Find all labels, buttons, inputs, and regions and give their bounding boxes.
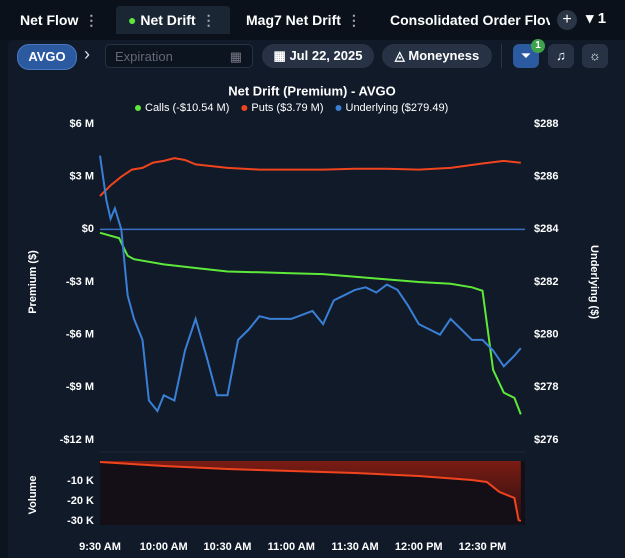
symbol-pill[interactable]: AVGO [17, 44, 77, 70]
placeholder: Expiration [115, 49, 173, 64]
volume-tick-label: -20 K [67, 495, 94, 507]
tab-count[interactable]: ▾ 1 [586, 10, 607, 27]
y-tick-label: -$12 M [60, 434, 94, 446]
moneyness: Moneyness [408, 48, 480, 63]
x-tick-label: 12:00 PM [395, 541, 443, 553]
x-tick-label: 11:00 AM [268, 541, 315, 553]
y-tick-label: -$6 M [66, 329, 94, 341]
y-tick-label: -$3 M [66, 276, 94, 288]
y2-tick-label: $276 [534, 434, 558, 446]
tab[interactable]: Net Flow ⋮ [20, 12, 99, 28]
divider [501, 44, 502, 68]
tab[interactable]: Consolidated Order Flov [390, 6, 550, 34]
line [99, 157, 521, 197]
y-axis-label: Premium ($) [27, 250, 39, 314]
add-tab[interactable]: + [557, 10, 577, 30]
volume-line [99, 461, 522, 522]
line [99, 231, 522, 415]
chevron: › [84, 44, 90, 64]
y2-tick-label: $284 [534, 223, 559, 235]
y-tick-label: $3 M [70, 171, 94, 183]
date-pill[interactable]: ▦ Jul 22, 2025 [262, 44, 374, 68]
tab-label: Consolidated Order Flov [390, 12, 550, 28]
moneyness-pill[interactable]: ◬ Moneyness [382, 44, 492, 68]
tab-count-value: 1 [597, 10, 607, 27]
tab[interactable]: ● Net Drift ⋮ [116, 6, 230, 34]
x-tick-label: 12:30 PM [459, 541, 507, 553]
legend-swatch [135, 105, 141, 111]
y2-tick-label: $286 [534, 171, 558, 183]
line [99, 155, 522, 413]
y-tick-label: $0 [82, 223, 94, 235]
y2-tick-label: $288 [534, 118, 558, 130]
tab-bar: Net Flow ⋮ ● Net Drift ⋮ Mag7 Net Drift ⋮ C… [0, 0, 625, 40]
y2-axis-label: Underlying ($) [588, 245, 600, 319]
x-tick-label: 10:30 AM [204, 541, 252, 553]
tab-label: Net Drift [140, 12, 196, 28]
y2-tick-label: $282 [534, 276, 558, 288]
legend-label: Calls (-$10.54 M) [145, 102, 229, 114]
expiration-input[interactable]: Expiration ▦ [105, 44, 253, 68]
legend-label: Underlying ($279.49) [346, 102, 449, 114]
tab-label: Net Flow [20, 12, 79, 28]
volume-area [100, 461, 521, 521]
chart-title: Net Drift (Premium) - AVGO [228, 83, 396, 98]
legend-label: Puts ($3.79 M) [251, 102, 323, 114]
legend-swatch [241, 105, 248, 111]
theme-button[interactable]: ☼ [582, 44, 608, 68]
alerts-button[interactable]: ♫ [548, 44, 574, 68]
x-tick-label: 9:30 AM [79, 541, 121, 553]
filter-badge: 1 [531, 39, 545, 53]
date: Jul 22, 2025 [289, 48, 363, 63]
volume-tick-label: -30 K [67, 515, 94, 527]
x-tick-label: 11:30 AM [331, 541, 378, 553]
tab[interactable]: Mag7 Net Drift ⋮ [246, 12, 361, 28]
y-tick-label: -$9 M [66, 381, 94, 393]
volume-axis-label: Volume [27, 476, 39, 515]
y-tick-label: $6 M [70, 118, 94, 130]
x-tick-label: 10:00 AM [140, 541, 188, 553]
tab-label: Mag7 Net Drift [246, 12, 341, 28]
y2-tick-label: $280 [534, 329, 558, 341]
legend-swatch [335, 105, 342, 111]
volume-tick-label: -10 K [67, 475, 94, 487]
y2-tick-label: $278 [534, 381, 558, 393]
